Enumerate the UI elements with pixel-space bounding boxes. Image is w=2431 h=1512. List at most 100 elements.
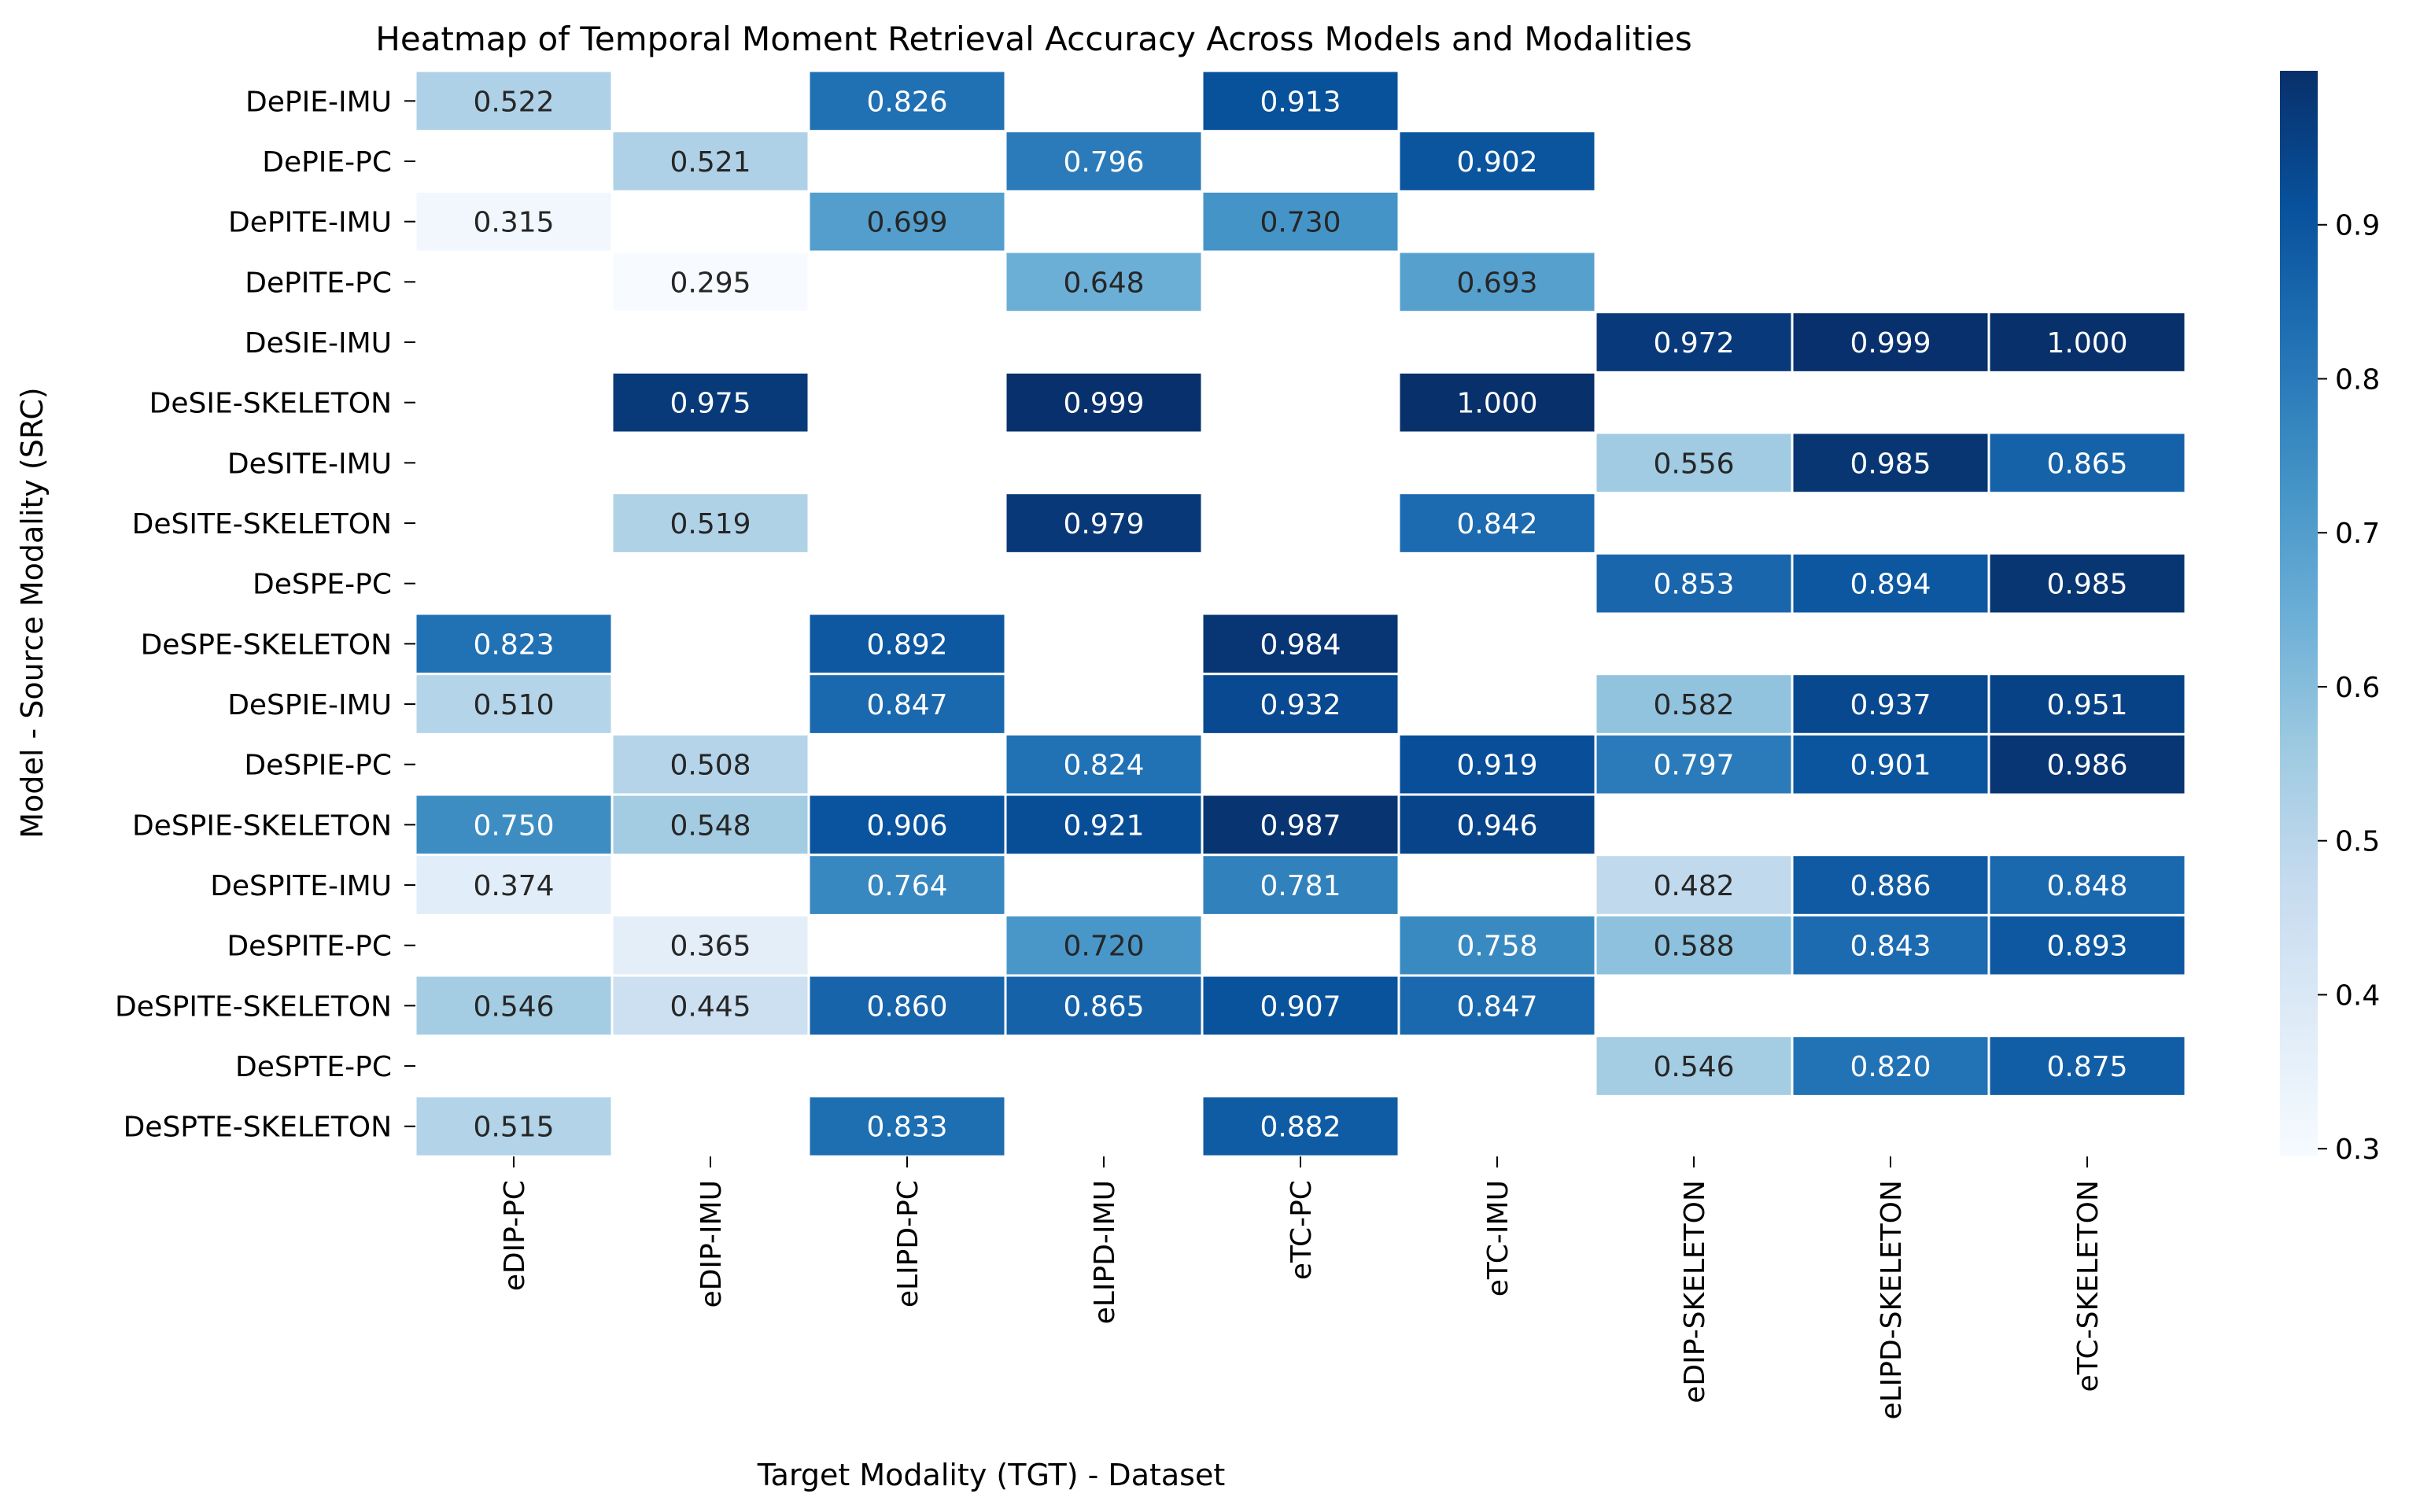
cell-value-label: 0.865 <box>1063 990 1144 1023</box>
cell-value-label: 0.797 <box>1653 750 1734 782</box>
cell-value-label: 0.893 <box>2046 931 2127 963</box>
heatmap-cell <box>1397 974 1597 1038</box>
cell-value-label: 0.843 <box>1850 931 1931 963</box>
y-tick-label: DeSIE-IMU <box>245 327 392 360</box>
y-tick-label: DeSPIE-IMU <box>227 689 392 721</box>
y-tick-label: DeSITE-SKELETON <box>132 508 392 540</box>
cell-value-label: 0.946 <box>1456 809 1537 842</box>
heatmap-cells: 0.522 0.826 0.913 0.521 0.796 0.902 0.315 0.699… <box>414 69 2187 1158</box>
cell-value-label: 0.519 <box>670 508 751 540</box>
cell-value-label: 0.315 <box>473 207 554 239</box>
cell-value-label: 0.699 <box>866 207 947 239</box>
colorbar-tick-label: 0.9 <box>2335 210 2380 242</box>
cell-value-label: 0.522 <box>473 86 554 118</box>
heatmap-cell <box>1004 913 1204 977</box>
heatmap-cell <box>1987 551 2187 615</box>
x-axis-ticks: eDIP-PC eDIP-IMU eLIPD-PC eLIPD-IMU eTC-PC eT… <box>499 1156 2105 1420</box>
x-tick-label: eDIP-IMU <box>695 1180 728 1307</box>
cell-value-label: 0.886 <box>1850 870 1931 902</box>
x-tick-label: eLIPD-SKELETON <box>1876 1180 1908 1420</box>
cell-value-label: 0.693 <box>1456 267 1537 299</box>
cell-value-label: 0.588 <box>1653 931 1734 963</box>
heatmap-cell <box>414 854 614 916</box>
y-tick-label: DeSPIE-SKELETON <box>132 809 392 842</box>
y-tick-label: DeSPTE-PC <box>235 1051 392 1083</box>
cell-value-label: 0.865 <box>2046 448 2127 480</box>
colorbar-tick-label: 0.7 <box>2335 518 2380 550</box>
heatmap-cell <box>414 1094 614 1158</box>
heatmap-cell <box>807 673 1007 736</box>
cell-value-label: 0.972 <box>1653 327 1734 360</box>
heatmap-cell <box>807 69 1007 133</box>
cell-value-label: 0.833 <box>866 1112 947 1144</box>
heatmap-cell <box>1004 492 1204 555</box>
heatmap-cell <box>1397 250 1597 314</box>
colorbar <box>2280 71 2318 1156</box>
heatmap-cell <box>1004 130 1204 193</box>
heatmap-cell <box>611 732 810 796</box>
cell-value-label: 0.482 <box>1653 870 1734 902</box>
y-tick-label: DeSIE-SKELETON <box>149 388 392 420</box>
y-tick-label: DePIE-IMU <box>245 86 392 118</box>
cell-value-label: 0.823 <box>473 629 554 661</box>
cell-value-label: 0.875 <box>2046 1051 2127 1083</box>
heatmap-cell <box>1201 673 1400 736</box>
heatmap-cell <box>611 974 810 1038</box>
heatmap-cell <box>807 612 1007 676</box>
heatmap-cell <box>1594 732 1794 796</box>
colorbar-tick-label: 0.4 <box>2335 979 2380 1012</box>
cell-value-label: 0.730 <box>1260 207 1341 239</box>
heatmap-cell <box>1201 854 1400 916</box>
heatmap-cell <box>611 913 810 977</box>
cell-value-label: 0.820 <box>1850 1051 1931 1083</box>
cell-value-label: 0.985 <box>2046 569 2127 601</box>
x-axis-label: Target Modality (TGT) - Dataset <box>757 1458 1226 1492</box>
cell-value-label: 1.000 <box>2046 327 2127 360</box>
cell-value-label: 0.901 <box>1850 750 1931 782</box>
heatmap-cell <box>1004 371 1204 434</box>
y-tick-label: DeSPITE-IMU <box>210 870 392 902</box>
heatmap-cell <box>1201 612 1400 676</box>
x-tick-label: eDIP-PC <box>499 1180 531 1291</box>
heatmap-cell <box>1201 69 1400 133</box>
y-tick-label: DePITE-PC <box>245 267 392 299</box>
cell-value-label: 0.796 <box>1063 146 1144 179</box>
heatmap-cell <box>611 492 810 555</box>
heatmap-cell <box>1791 311 1990 374</box>
y-tick-label: DeSPTE-SKELETON <box>124 1112 392 1144</box>
colorbar-tick-label: 0.3 <box>2335 1134 2380 1166</box>
cell-value-label: 0.720 <box>1063 931 1144 963</box>
heatmap-cell <box>807 190 1007 253</box>
cell-value-label: 0.758 <box>1456 931 1537 963</box>
cell-value-label: 0.975 <box>670 388 751 420</box>
cell-value-label: 0.892 <box>866 629 947 661</box>
heatmap-cell <box>1987 431 2187 495</box>
heatmap-cell <box>1594 311 1794 374</box>
heatmap-cell <box>1987 732 2187 796</box>
cell-value-label: 0.548 <box>670 809 751 842</box>
cell-value-label: 0.902 <box>1456 146 1537 179</box>
y-tick-label: DeSPE-SKELETON <box>141 629 392 661</box>
cell-value-label: 0.932 <box>1260 689 1341 721</box>
heatmap-cell <box>1987 913 2187 977</box>
cell-value-label: 0.546 <box>473 990 554 1023</box>
heatmap-cell <box>807 854 1007 916</box>
heatmap-cell <box>1397 130 1597 193</box>
cell-value-label: 0.824 <box>1063 750 1144 782</box>
cell-value-label: 0.913 <box>1260 86 1341 118</box>
heatmap-cell <box>807 793 1007 857</box>
heatmap-cell <box>1004 250 1204 314</box>
cell-value-label: 0.764 <box>866 870 947 902</box>
y-axis-ticks: DePIE-IMU DePIE-PC DePITE-IMU DePITE-PC DeSI… <box>115 86 415 1144</box>
heatmap-cell <box>414 612 614 676</box>
colorbar-ticks: 0.3 0.4 0.5 0.6 0.7 0.8 0.9 <box>2318 210 2380 1166</box>
heatmap-cell <box>414 190 614 253</box>
heatmap-cell <box>1004 793 1204 857</box>
cell-value-label: 0.894 <box>1850 569 1931 601</box>
cell-value-label: 0.906 <box>866 809 947 842</box>
heatmap-cell <box>1987 1034 2187 1097</box>
x-tick-label: eLIPD-PC <box>892 1180 924 1307</box>
heatmap-cell <box>1791 854 1990 916</box>
heatmap-cell <box>611 250 810 314</box>
